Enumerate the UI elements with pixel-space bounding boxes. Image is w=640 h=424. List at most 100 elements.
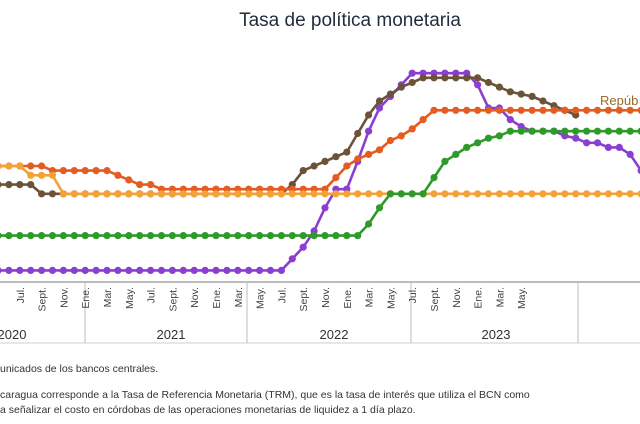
series-3-point-15 [157,190,166,198]
series-3-point-13 [136,190,144,198]
series-3-point-32 [343,190,351,198]
x-tick-label-1: Sept. [37,287,49,312]
series-4-point-37 [397,190,405,198]
series-2-point-10 [103,167,111,175]
x-axis-labels: Jul. Sept. Nov. Ene. Mar. May. Jul. Sept. Nov. En… [0,287,528,342]
series-3-point-16 [168,190,176,198]
series-3-point-52 [561,190,569,198]
series-4-point-47 [506,127,514,135]
series-4-point-11 [114,232,122,240]
series-line-2 [0,109,640,191]
series-3-point-35 [375,190,384,198]
series-4-point-12 [125,232,133,240]
series-4-point-35 [375,204,384,212]
series-2-point-36 [386,136,394,145]
series-1-point-32 [343,148,351,156]
series-3-point-23 [245,190,253,198]
series-0-point-20 [212,266,220,274]
series-2-point-45 [484,106,493,114]
series-3-point-9 [92,190,100,198]
series-3-point-47 [506,190,514,198]
series-3-point-57 [615,190,623,198]
series-4-point-8 [81,232,89,240]
series-3-point-53 [572,190,580,198]
series-2-point-59 [637,106,640,114]
series-2-point-58 [626,106,634,114]
series-1-point-41 [441,74,449,82]
series-0-point-23 [245,266,253,274]
series-3-point-0 [0,163,2,169]
series-4-point-55 [593,127,602,135]
series-2-point-51 [550,106,558,114]
series-3-point-3 [27,171,35,179]
series-3-point-46 [495,190,503,198]
series-3-point-26 [277,190,285,198]
series-1-point-50 [539,97,547,105]
series-0-point-1 [5,266,13,274]
series-3-point-34 [365,190,373,198]
series-0-point-17 [179,266,187,274]
series-1-point-38 [408,78,416,87]
series-1-point-35 [375,97,384,105]
series-2-point-47 [506,106,514,114]
series-0-point-6 [59,266,67,274]
series-layer: Repúb [0,69,640,274]
x-tick-label-21: Ene. [473,287,485,309]
series-4-point-56 [604,127,613,135]
series-0-point-25 [266,266,275,274]
series-1-point-33 [354,129,362,138]
series-2-point-55 [593,106,602,114]
series-4-point-20 [212,232,220,240]
series-0-point-12 [125,266,133,274]
series-2-point-35 [375,146,384,154]
series-2-point-13 [136,181,144,189]
year-label-2020: 2020 [0,327,26,342]
series-3-point-24 [256,190,264,198]
footnote-line-2: a señalizar el costo en córdobas de las … [0,404,416,416]
series-1-point-44 [474,74,482,82]
series-2-point-48 [517,106,525,114]
series-2-point-33 [354,155,362,163]
footnote-line-1: caragua corresponde a la Tasa de Referen… [0,389,530,401]
series-3-point-7 [70,190,78,198]
series-4-point-5 [48,232,57,240]
series-3-point-22 [234,190,242,198]
series-1-point-42 [452,74,460,82]
series-2-point-46 [495,106,503,114]
series-4-point-42 [452,150,460,158]
series-0-point-9 [92,266,100,274]
series-4-point-30 [321,232,329,240]
series-4-point-28 [299,232,307,240]
series-0-point-54 [583,139,591,147]
x-tick-label-18: Jul. [407,287,419,303]
series-0-point-8 [81,266,89,274]
series-3-point-56 [604,190,613,198]
series-4-point-58 [626,127,634,135]
year-label-2021: 2021 [157,327,186,342]
series-1-point-4 [38,190,46,198]
series-4-point-51 [550,127,558,135]
series-4-point-23 [245,232,253,240]
x-tick-label-6: Jul. [146,287,158,303]
series-1-point-0 [0,181,2,188]
series-0-point-7 [70,266,78,274]
series-3-point-54 [583,190,591,198]
series-0-point-10 [103,266,111,274]
series-2-point-53 [572,106,580,114]
series-4-point-57 [615,127,623,135]
source-note: unicados de los bancos centrales. [0,363,159,375]
series-1-point-31 [332,153,340,161]
series-2-point-49 [528,106,536,114]
series-3-point-1 [5,162,13,170]
series-1-point-29 [310,162,318,170]
series-2-point-43 [463,106,471,114]
series-2-point-44 [474,106,482,114]
series-4-point-14 [147,232,155,240]
series-4-point-7 [70,232,78,240]
series-4-point-48 [517,127,525,135]
series-3-point-14 [147,190,155,198]
series-4-point-46 [495,132,503,140]
series-3-point-42 [452,190,460,198]
series-4-point-34 [365,220,373,228]
series-0-point-27 [288,255,296,263]
